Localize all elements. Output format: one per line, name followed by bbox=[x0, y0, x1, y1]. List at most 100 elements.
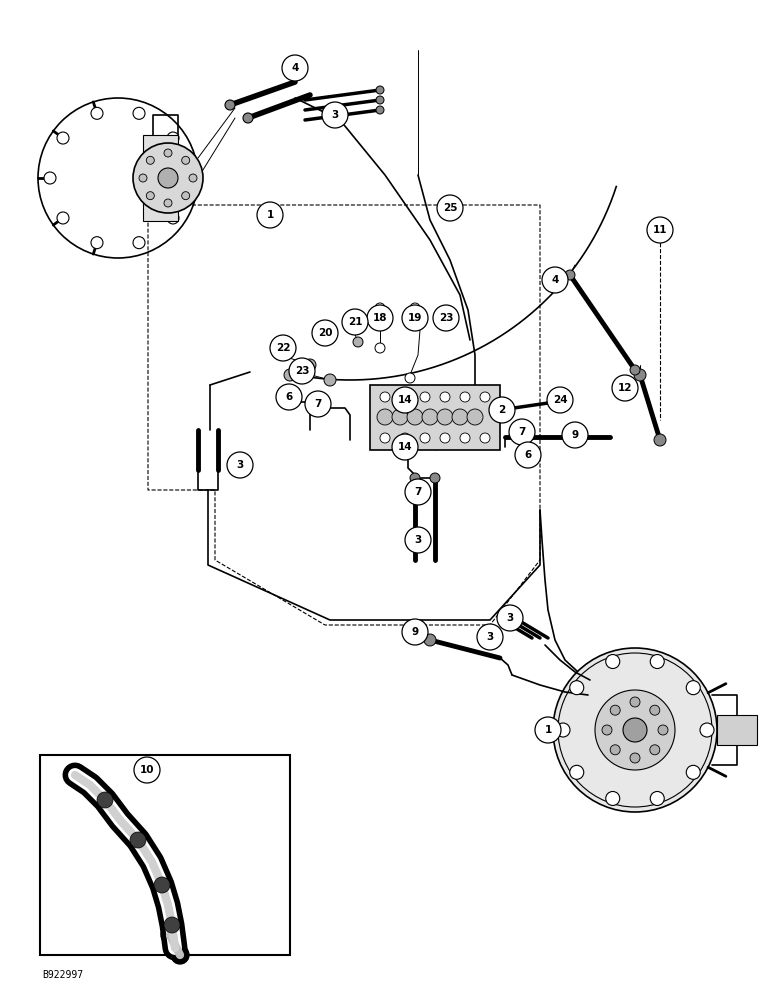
Circle shape bbox=[304, 359, 316, 371]
Circle shape bbox=[257, 202, 283, 228]
Bar bbox=[370, 385, 500, 450]
Text: 18: 18 bbox=[373, 313, 388, 323]
Circle shape bbox=[167, 132, 179, 144]
Circle shape bbox=[630, 753, 640, 763]
Circle shape bbox=[433, 305, 459, 331]
Circle shape bbox=[181, 192, 190, 200]
Text: 22: 22 bbox=[276, 343, 290, 353]
Text: 3: 3 bbox=[486, 632, 493, 642]
Text: 19: 19 bbox=[408, 313, 422, 323]
Circle shape bbox=[497, 605, 523, 631]
Circle shape bbox=[392, 434, 418, 460]
Text: 23: 23 bbox=[295, 366, 310, 376]
Circle shape bbox=[164, 199, 172, 207]
Circle shape bbox=[547, 387, 573, 413]
Circle shape bbox=[610, 745, 620, 755]
Circle shape bbox=[440, 392, 450, 402]
Circle shape bbox=[495, 405, 505, 415]
Text: 3: 3 bbox=[236, 460, 244, 470]
Text: 12: 12 bbox=[618, 383, 632, 393]
Circle shape bbox=[147, 156, 154, 164]
Circle shape bbox=[181, 156, 190, 164]
Circle shape bbox=[410, 473, 420, 483]
Circle shape bbox=[276, 384, 302, 410]
Circle shape bbox=[570, 765, 584, 779]
Circle shape bbox=[422, 409, 438, 425]
Circle shape bbox=[139, 174, 147, 182]
Circle shape bbox=[654, 434, 666, 446]
Text: 7: 7 bbox=[314, 399, 322, 409]
Text: 1: 1 bbox=[544, 725, 552, 735]
Circle shape bbox=[312, 320, 338, 346]
Circle shape bbox=[424, 634, 436, 646]
Circle shape bbox=[570, 681, 584, 695]
Circle shape bbox=[515, 442, 541, 468]
Circle shape bbox=[420, 392, 430, 402]
Text: 3: 3 bbox=[415, 535, 422, 545]
Circle shape bbox=[225, 100, 235, 110]
Circle shape bbox=[380, 433, 390, 443]
Circle shape bbox=[606, 791, 620, 805]
Text: 10: 10 bbox=[140, 765, 154, 775]
Circle shape bbox=[535, 717, 561, 743]
Circle shape bbox=[305, 391, 331, 417]
Circle shape bbox=[57, 132, 69, 144]
Circle shape bbox=[612, 375, 638, 401]
Circle shape bbox=[405, 479, 431, 505]
Circle shape bbox=[375, 303, 385, 313]
Circle shape bbox=[325, 333, 335, 343]
Circle shape bbox=[133, 143, 203, 213]
Circle shape bbox=[440, 433, 450, 443]
Circle shape bbox=[367, 305, 393, 331]
Circle shape bbox=[437, 409, 453, 425]
Circle shape bbox=[650, 745, 660, 755]
Circle shape bbox=[377, 409, 393, 425]
Circle shape bbox=[376, 96, 384, 104]
Circle shape bbox=[477, 624, 503, 650]
Circle shape bbox=[553, 648, 717, 812]
Circle shape bbox=[565, 270, 575, 280]
Text: 9: 9 bbox=[571, 430, 578, 440]
Circle shape bbox=[480, 433, 490, 443]
Circle shape bbox=[322, 102, 348, 128]
Text: 4: 4 bbox=[551, 275, 559, 285]
Circle shape bbox=[452, 409, 468, 425]
Text: 2: 2 bbox=[499, 405, 506, 415]
Text: 9: 9 bbox=[411, 627, 418, 637]
Circle shape bbox=[324, 374, 336, 386]
Circle shape bbox=[686, 681, 700, 695]
Circle shape bbox=[243, 113, 253, 123]
Text: B922997: B922997 bbox=[42, 970, 83, 980]
Circle shape bbox=[650, 705, 660, 715]
Circle shape bbox=[562, 422, 588, 448]
Circle shape bbox=[57, 212, 69, 224]
Circle shape bbox=[44, 172, 56, 184]
Circle shape bbox=[227, 452, 253, 478]
Circle shape bbox=[133, 237, 145, 249]
Circle shape bbox=[556, 723, 570, 737]
Circle shape bbox=[353, 337, 363, 347]
Circle shape bbox=[623, 718, 647, 742]
Circle shape bbox=[134, 757, 160, 783]
Circle shape bbox=[550, 397, 560, 407]
Circle shape bbox=[402, 305, 428, 331]
Circle shape bbox=[91, 237, 103, 249]
Circle shape bbox=[130, 832, 146, 848]
Circle shape bbox=[658, 725, 668, 735]
Circle shape bbox=[154, 877, 170, 893]
Circle shape bbox=[509, 419, 535, 445]
Circle shape bbox=[289, 358, 315, 384]
Circle shape bbox=[630, 365, 640, 375]
Bar bbox=[717, 715, 757, 745]
Circle shape bbox=[602, 725, 612, 735]
Circle shape bbox=[460, 433, 470, 443]
Circle shape bbox=[133, 107, 145, 119]
Text: 14: 14 bbox=[398, 395, 412, 405]
Text: 6: 6 bbox=[524, 450, 532, 460]
Circle shape bbox=[595, 690, 675, 770]
Text: 1: 1 bbox=[266, 210, 273, 220]
Circle shape bbox=[542, 267, 568, 293]
Circle shape bbox=[164, 917, 180, 933]
Text: 25: 25 bbox=[443, 203, 457, 213]
Circle shape bbox=[342, 309, 368, 335]
